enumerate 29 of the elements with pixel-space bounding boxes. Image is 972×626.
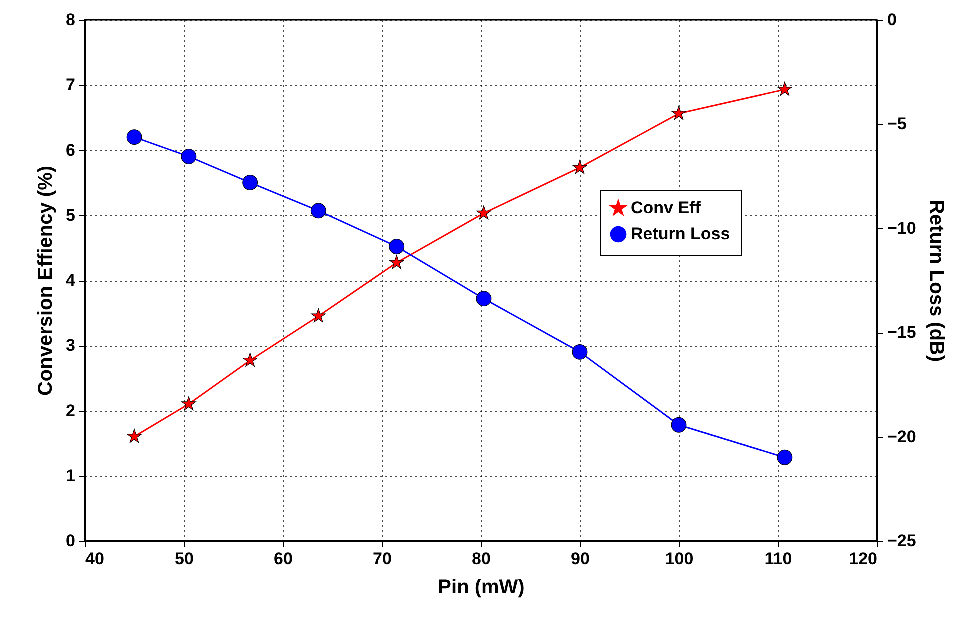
y-tick-label: 8 [66,10,76,30]
legend-label: Conv Eff [631,198,702,218]
y-tick-label: 3 [66,336,76,356]
y-axis-title: Conversion Effiency (%) [35,166,58,396]
y2-axis-title: Return Loss (dB) [925,200,948,362]
x-tick-label: 50 [175,550,194,568]
y-tick-label: 4 [66,271,76,290]
x-tick-label: 110 [764,550,792,568]
x-tick-label: 80 [472,550,491,568]
legend-label: Return Loss [631,224,730,244]
y-tick-label: 5 [66,206,76,225]
y-tick-label: 7 [66,76,76,95]
y2-tick-label: 0 [888,10,897,30]
y2-tick-label: −10 [888,218,916,238]
x-tick-label: 120 [849,550,878,568]
y-tick-label: 1 [66,466,76,486]
y-tick-label: 0 [66,532,76,550]
x-tick-label: 100 [665,550,694,568]
y-tick-label: 6 [66,140,76,160]
x-tick-label: 60 [274,550,293,568]
x-tick-label: 90 [571,550,590,568]
y-tick-label: 2 [66,401,76,420]
x-axis-title: Pin (mW) [438,576,525,598]
x-tick-label: 40 [86,550,104,568]
x-tick-label: 70 [373,550,392,568]
y2-tick-label: −25 [888,532,916,550]
y2-tick-label: −5 [888,114,907,134]
y2-tick-label: −20 [888,427,916,446]
y2-tick-label: −15 [888,323,916,342]
